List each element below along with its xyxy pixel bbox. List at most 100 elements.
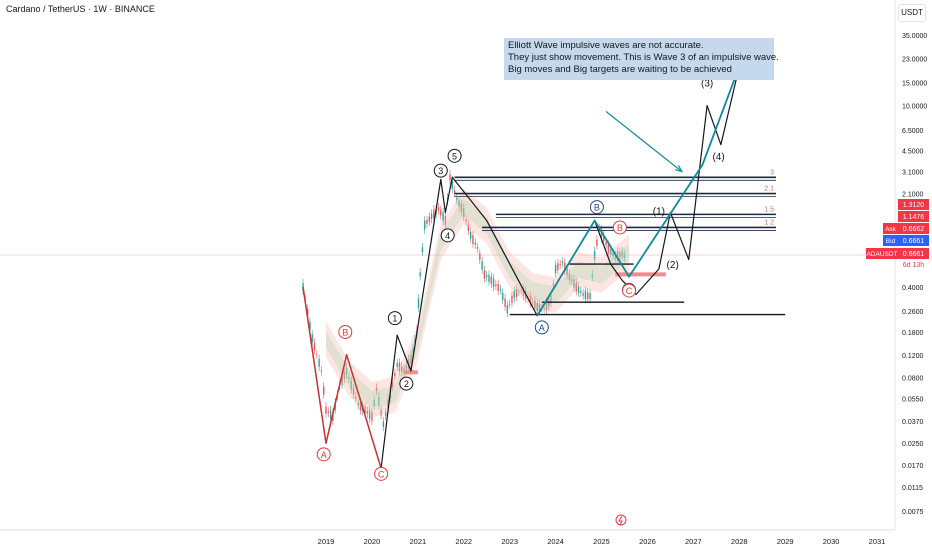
candle-body [511, 295, 513, 304]
x-axis-ticks: 2019 2020 2021 2022 2023 2024 2025 2026 2027 2028… [318, 537, 886, 546]
candle-body [603, 235, 605, 241]
y-tick-label: 0.2600 [902, 309, 924, 316]
price-tag-label-bg [866, 248, 898, 259]
candle-body [552, 283, 554, 285]
symbol-title[interactable]: Cardano / TetherUS · 1W · BINANCE [6, 4, 155, 14]
y-tick-label: 23.0000 [902, 57, 927, 64]
candle-body [543, 308, 545, 310]
candle-body [589, 293, 591, 300]
candle-body [391, 381, 394, 387]
candle-body [520, 289, 522, 291]
candle-body [355, 396, 357, 399]
candle-body [502, 292, 504, 300]
price-tag-bg [898, 199, 929, 210]
annotation-note[interactable]: Elliott Wave impulsive waves are not acc… [504, 38, 779, 80]
candle-body [456, 197, 458, 201]
wave-path-main [302, 66, 740, 469]
wave-lines-layer [302, 66, 741, 469]
x-tick-label: 2030 [823, 537, 840, 546]
candle-body [366, 410, 369, 414]
candle-body [424, 220, 426, 230]
wave-label-circle [374, 466, 389, 481]
candle-body [343, 372, 346, 380]
candle-body [313, 342, 316, 351]
candle-body [469, 232, 472, 239]
candle-body [348, 377, 350, 379]
wave-label: 1 [392, 314, 397, 324]
candle-body [559, 263, 561, 266]
candle-body [472, 235, 474, 244]
candle-body [531, 301, 534, 303]
fib-label: 1.5 [764, 206, 774, 213]
price-tag-value: 1.1476 [903, 214, 925, 221]
y-tick-label: 0.0800 [902, 376, 924, 383]
candle-body [580, 290, 582, 293]
candle-body [449, 174, 451, 181]
candle-body [398, 362, 401, 372]
price-tag-bg [898, 235, 929, 246]
candle-body [467, 224, 470, 231]
candle-body [341, 376, 343, 385]
candle-body [458, 200, 460, 207]
price-tags: 1.3120 1.1476 Ask 0.6662 Bid 0.6661 ADAUSDT 0.6… [866, 199, 929, 270]
wave-label: C [378, 469, 385, 479]
wave-path-projection [536, 66, 741, 317]
candle-body [616, 251, 619, 261]
price-tag-bg [898, 259, 929, 270]
wave-label-circle [387, 311, 402, 326]
candle-body [623, 253, 626, 259]
y-tick-label: 2.1000 [902, 192, 924, 199]
price-tag-label-bg [883, 235, 898, 246]
currency-button[interactable]: USDT [898, 4, 926, 22]
candle-body [359, 401, 362, 411]
candle-body [384, 412, 387, 416]
candle-body [323, 386, 325, 395]
price-tag-value: 0.6661 [903, 251, 925, 258]
candle-body [451, 180, 453, 190]
wave-label: B [617, 223, 623, 233]
wave-label-circle [612, 220, 627, 235]
y-tick-label: 4.5000 [902, 149, 924, 156]
wave-label: A [321, 450, 327, 460]
candle-body [428, 216, 431, 222]
candle-body [433, 209, 435, 219]
candle-body [561, 261, 564, 264]
wave-label: B [594, 203, 600, 213]
candle-body [401, 366, 403, 372]
wave-label: (4) [712, 152, 724, 163]
candle-body [593, 251, 596, 260]
candle-body [371, 412, 373, 422]
candle-body [582, 293, 584, 296]
wave-label: 3 [438, 166, 443, 176]
candle-body [490, 276, 492, 284]
candle-body [506, 305, 509, 314]
price-tag-label: ADAUSDT [866, 251, 897, 258]
candle-body [499, 289, 502, 291]
arrow-head [674, 165, 684, 173]
candle-body [596, 239, 598, 246]
wave-label-circle [316, 447, 331, 462]
candle-body [382, 421, 385, 427]
candle-body [600, 229, 603, 239]
candle-body [483, 270, 486, 279]
x-tick-label: 2024 [547, 537, 564, 546]
flash-icon[interactable] [615, 514, 627, 526]
candle-body [486, 275, 488, 278]
wave-label: 5 [452, 151, 457, 161]
wave-label-circle [622, 283, 637, 298]
wave-label: 4 [445, 231, 450, 241]
candle-body [557, 263, 559, 271]
y-tick-label: 0.0550 [902, 397, 924, 404]
candle-body [508, 303, 511, 305]
candle-body [538, 303, 541, 312]
candle-body [437, 207, 440, 211]
note-line: Big moves and Big targets are waiting to… [508, 64, 732, 75]
candle-body [419, 272, 421, 277]
y-tick-label: 15.0000 [902, 81, 927, 88]
y-tick-label: 10.0000 [902, 104, 927, 111]
y-tick-label: 0.0370 [902, 419, 924, 426]
y-tick-label: 0.0075 [902, 509, 924, 516]
candle-body [564, 262, 566, 272]
